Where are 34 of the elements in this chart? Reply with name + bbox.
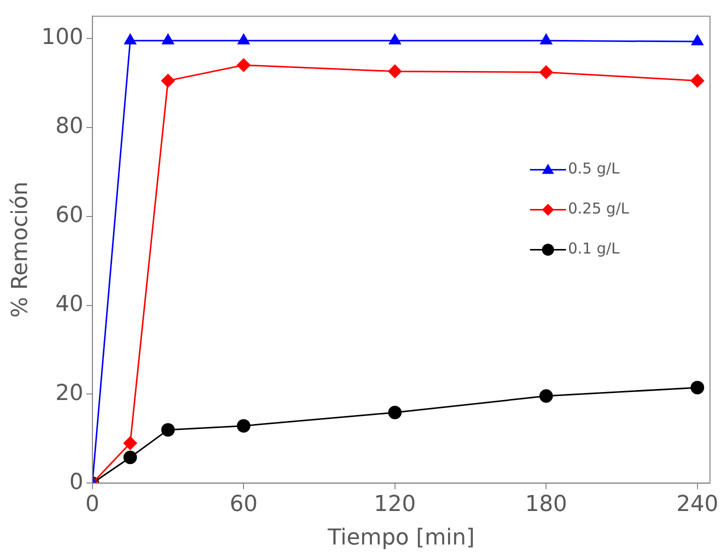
point (539, 389, 553, 403)
point (691, 34, 704, 46)
point (388, 64, 402, 78)
x-tick-label: 120 (374, 492, 416, 518)
point (123, 450, 137, 464)
point (162, 34, 174, 44)
y-tick-label: 100 (41, 25, 84, 50)
x-tick-label: 0 (85, 492, 100, 518)
point (388, 34, 401, 44)
y-axis-title: % Remoción (8, 182, 33, 318)
x-tick-label: 60 (230, 492, 258, 518)
point (124, 34, 136, 44)
point (388, 406, 402, 420)
point (690, 74, 704, 88)
y-tick-label: 60 (55, 203, 84, 228)
y-tick-label: 40 (55, 292, 84, 318)
point (539, 65, 553, 79)
point (238, 34, 250, 44)
point (236, 419, 250, 433)
point (161, 74, 175, 88)
legend-label: 0.25 g/L (568, 200, 630, 218)
y-tick-label: 80 (55, 114, 84, 140)
point (690, 380, 704, 394)
legend-label: 0.1 g/L (568, 240, 620, 258)
point (123, 436, 137, 450)
y-tick-label: 20 (55, 380, 84, 406)
x-tick-label: 180 (525, 492, 568, 518)
y-tick-label: 0 (69, 470, 84, 495)
x-tick-label: 240 (676, 492, 718, 518)
point (236, 58, 250, 72)
point (161, 423, 175, 437)
point (540, 34, 552, 44)
legend-label: 0.5 g/L (568, 160, 620, 178)
x-axis-title: Tiempo [min] (326, 526, 475, 551)
